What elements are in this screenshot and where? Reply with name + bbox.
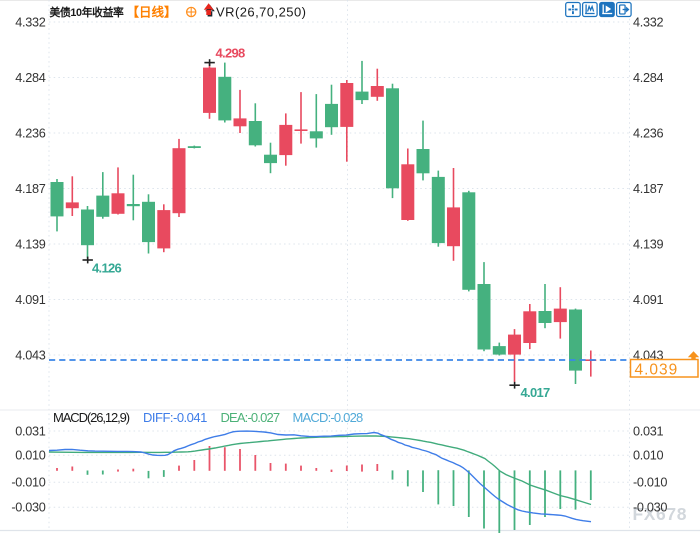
- svg-text:MACD(26,12,9): MACD(26,12,9): [53, 410, 130, 425]
- svg-text:0.031: 0.031: [15, 425, 45, 439]
- svg-text:4.139: 4.139: [633, 238, 663, 252]
- svg-text:-0.010: -0.010: [633, 476, 667, 490]
- svg-text:【日线】: 【日线】: [127, 5, 177, 20]
- svg-text:4.187: 4.187: [15, 182, 45, 196]
- svg-text:4.187: 4.187: [633, 182, 663, 196]
- svg-text:4.017: 4.017: [521, 385, 551, 400]
- svg-text:4.091: 4.091: [15, 293, 45, 307]
- svg-text:4.039: 4.039: [635, 362, 679, 379]
- svg-text:4.332: 4.332: [15, 16, 45, 30]
- svg-text:4.091: 4.091: [633, 293, 663, 307]
- svg-text:VR(26,70,250): VR(26,70,250): [216, 5, 306, 20]
- svg-text:4.284: 4.284: [633, 71, 663, 85]
- svg-text:-0.030: -0.030: [11, 501, 45, 515]
- svg-text:4.284: 4.284: [15, 71, 45, 85]
- svg-text:-0.030: -0.030: [633, 501, 667, 515]
- svg-text:4.298: 4.298: [216, 46, 246, 61]
- svg-text:4.236: 4.236: [15, 127, 45, 141]
- svg-text:0.010: 0.010: [15, 448, 45, 462]
- svg-text:美债10年收益率: 美债10年收益率: [50, 5, 125, 19]
- svg-text:4.236: 4.236: [633, 127, 663, 141]
- svg-text:4.126: 4.126: [92, 261, 122, 276]
- svg-text:4.043: 4.043: [15, 349, 45, 363]
- svg-text:FX678: FX678: [633, 504, 688, 524]
- svg-text:0.031: 0.031: [633, 425, 663, 439]
- svg-text:MACD:-0.028: MACD:-0.028: [293, 410, 364, 425]
- svg-text:DEA:-0.027: DEA:-0.027: [221, 410, 280, 425]
- svg-text:-0.010: -0.010: [11, 476, 45, 490]
- svg-text:DIFF:-0.041: DIFF:-0.041: [143, 410, 207, 425]
- svg-text:4.139: 4.139: [15, 238, 45, 252]
- svg-text:4.332: 4.332: [633, 16, 663, 30]
- svg-text:0.010: 0.010: [633, 448, 663, 462]
